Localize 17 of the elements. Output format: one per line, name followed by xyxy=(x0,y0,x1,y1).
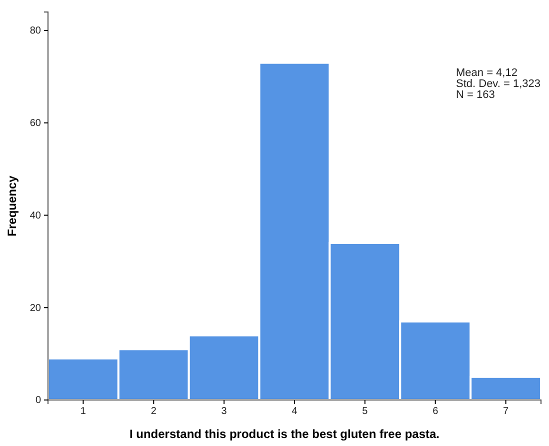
y-tick-label: 80 xyxy=(30,26,42,37)
x-axis-title: I understand this product is the best gluten free pasta. xyxy=(129,427,440,441)
x-tick-label: 1 xyxy=(80,406,86,418)
y-tick-label: 20 xyxy=(30,302,42,314)
x-tick-label: 3 xyxy=(221,406,228,418)
x-tick-label: 6 xyxy=(432,406,439,418)
x-tick-label: 4 xyxy=(292,406,298,418)
x-tick-label: 2 xyxy=(150,406,157,418)
annotation: Std. Dev. = 1,323 xyxy=(456,78,540,90)
y-tick-label: 0 xyxy=(35,395,42,406)
y-axis-title: Frequency xyxy=(5,175,19,236)
x-tick-label: 5 xyxy=(362,406,368,418)
x-tick-label: 7 xyxy=(503,406,510,418)
annotation: N = 163 xyxy=(456,89,495,101)
annotation: Mean = 4,12 xyxy=(456,67,518,79)
y-tick-label: 60 xyxy=(30,118,42,130)
y-tick-label: 40 xyxy=(30,210,42,222)
